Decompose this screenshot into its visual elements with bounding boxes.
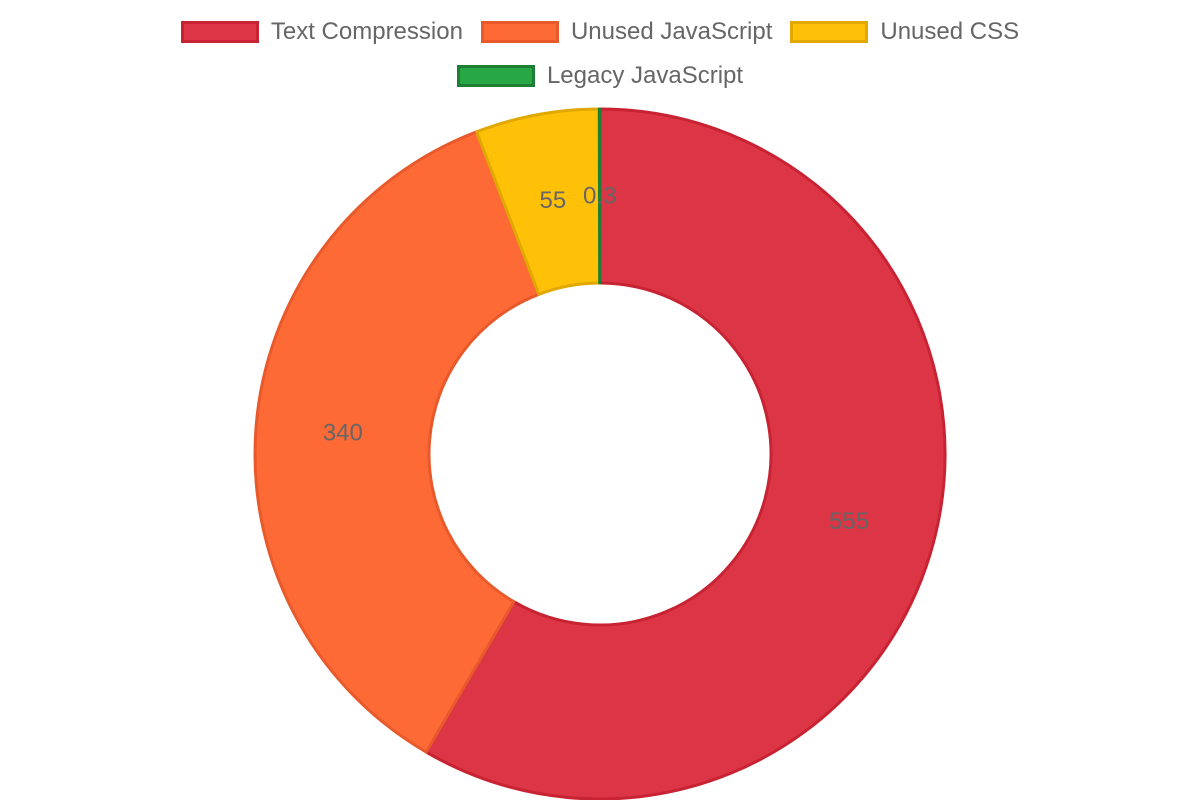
legend-swatch [180,21,259,43]
slice-text-compression[interactable] [424,107,947,800]
legend-item-unused-javascript[interactable]: Unused JavaScript [480,14,773,50]
slice-unused-javascript[interactable] [253,130,541,754]
legend-swatch [790,21,869,43]
data-label-legacy-javascript: 0.3 [583,183,616,210]
data-label-unused-css: 55 [539,187,566,214]
chart-legend: Text Compression Unused JavaScript Unuse… [0,14,1200,94]
legend-label: Unused JavaScript [570,18,773,45]
slice-legacy-javascript[interactable] [597,107,602,285]
data-label-unused-javascript: 340 [323,420,363,447]
legend-item-unused-css[interactable]: Unused CSS [790,14,1019,50]
legend-item-text-compression[interactable]: Text Compression [180,14,463,50]
legend-item-legacy-javascript[interactable]: Legacy JavaScript [456,58,744,94]
legend-swatch [480,21,559,43]
legend-swatch [456,65,535,87]
data-label-text-compression: 555 [829,508,869,535]
legend-label: Unused CSS [880,18,1020,45]
legend-label: Text Compression [270,18,463,45]
legend-label: Legacy JavaScript [546,62,744,89]
